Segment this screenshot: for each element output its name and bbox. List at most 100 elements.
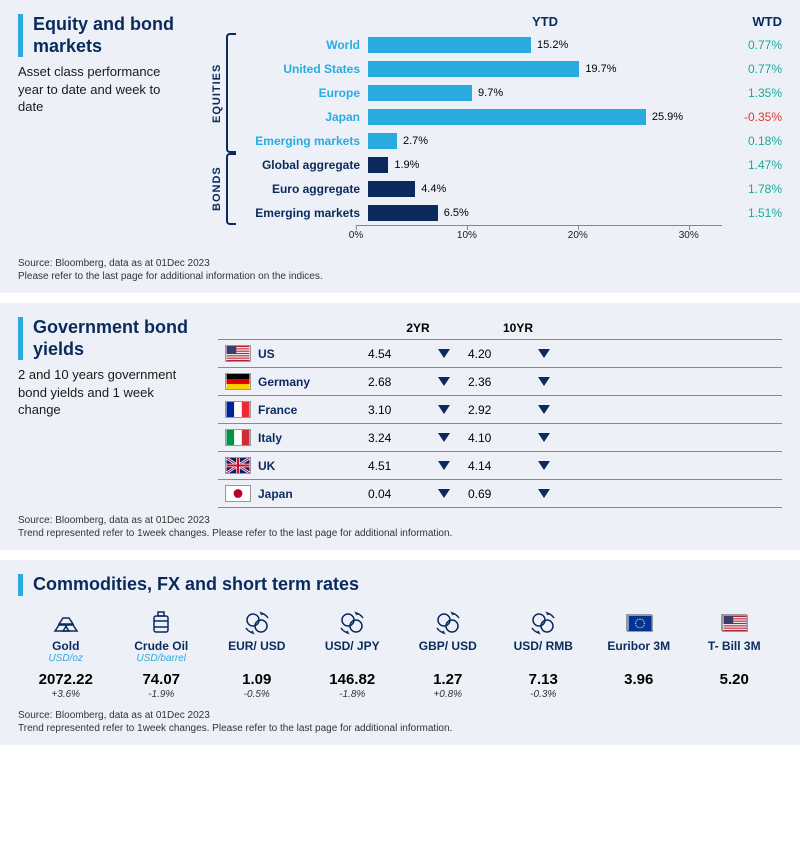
commodity-change: -0.5% [213, 689, 301, 701]
yield-row: Italy3.24 4.10 [218, 423, 782, 451]
commodity-item: GoldUSD/oz2072.22+3.6% [18, 608, 114, 701]
commodity-unit [213, 653, 301, 665]
commodity-change: -1.9% [118, 689, 206, 701]
wtd-value: 1.47% [722, 158, 782, 172]
commodity-name: Gold [22, 640, 110, 653]
commodity-value: 1.27 [404, 671, 492, 688]
commodity-item: T- Bill 3M5.20 [687, 608, 783, 701]
commodities-panel: Commodities, FX and short term rates Gol… [0, 560, 800, 745]
flag-icon [218, 485, 258, 502]
flag-icon [218, 457, 258, 474]
yield-10yr: 2.36 [468, 375, 538, 389]
yield-10yr: 0.69 [468, 487, 538, 501]
trend-2yr-icon [438, 431, 468, 445]
commodity-change: -1.8% [309, 689, 397, 701]
trend-2yr-icon [438, 347, 468, 361]
bar-label: Euro aggregate [238, 182, 368, 196]
trend-10yr-icon [538, 487, 568, 501]
commodity-value: 1.09 [213, 671, 301, 688]
bar-row: Global aggregate1.9%1.47% [238, 153, 782, 177]
bar-fill [368, 181, 415, 197]
panel2-subtitle: 2 and 10 years government bond yields an… [18, 366, 198, 419]
bar-value-label: 2.7% [397, 133, 428, 149]
country-name: France [258, 403, 368, 417]
trend-10yr-icon [538, 403, 568, 417]
yield-row: Germany2.682.36 [218, 367, 782, 395]
col-10yr: 10YR [468, 321, 568, 335]
yield-10yr: 4.14 [468, 459, 538, 473]
yield-2yr: 0.04 [368, 487, 438, 501]
wtd-value: 1.78% [722, 182, 782, 196]
trend-2yr-icon [438, 403, 468, 417]
commodity-name: Crude Oil [118, 640, 206, 653]
axis-tick: 10% [457, 226, 477, 241]
wtd-value: 0.18% [722, 134, 782, 148]
bar-label: Europe [238, 86, 368, 100]
panel1-title: Equity and bond markets [18, 14, 208, 57]
commodity-unit [404, 653, 492, 665]
yield-row: UK4.514.14 [218, 451, 782, 479]
bar-row: United States19.7%0.77% [238, 57, 782, 81]
bar-fill [368, 85, 472, 101]
bar-row: Euro aggregate4.4%1.78% [238, 177, 782, 201]
bar-row: World15.2%0.77% [238, 33, 782, 57]
commodity-name: GBP/ USD [404, 640, 492, 653]
bar-fill [368, 61, 579, 77]
fx-icon [500, 608, 588, 638]
trend-2yr-icon [438, 459, 468, 473]
equity-bond-panel: Equity and bond markets Asset class perf… [0, 0, 800, 293]
yield-10yr: 4.20 [468, 347, 538, 361]
fx-icon [404, 608, 492, 638]
panel3-title: Commodities, FX and short term rates [18, 574, 782, 596]
trend-10yr-icon [538, 347, 568, 361]
commodity-change [691, 689, 779, 701]
commodity-unit [309, 653, 397, 665]
bar-value-label: 9.7% [472, 85, 503, 101]
gold-icon [22, 608, 110, 638]
commodity-unit [500, 653, 588, 665]
commodity-value: 3.96 [595, 671, 683, 688]
commodity-unit [691, 653, 779, 665]
panel1-source-1: Source: Bloomberg, data as at 01Dec 2023 [18, 257, 782, 270]
bar-value-label: 15.2% [531, 37, 568, 53]
bar-label: Japan [238, 110, 368, 124]
col-2yr: 2YR [368, 321, 468, 335]
axis-tick: 20% [568, 226, 588, 241]
commodity-change: +0.8% [404, 689, 492, 701]
commodity-item: USD/ JPY146.82-1.8% [305, 608, 401, 701]
flag-us-icon [691, 608, 779, 638]
trend-2yr-icon [438, 375, 468, 389]
bar-row: Europe 9.7% 1.35% [238, 81, 782, 105]
yield-2yr: 3.24 [368, 431, 438, 445]
country-name: Germany [258, 375, 368, 389]
yield-10yr: 4.10 [468, 431, 538, 445]
commodity-unit: USD/barrel [118, 653, 206, 665]
panel3-source-1: Source: Bloomberg, data as at 01Dec 2023 [18, 709, 782, 722]
yield-2yr: 4.54 [368, 347, 438, 361]
yield-row: US4.544.20 [218, 339, 782, 367]
trend-10yr-icon [538, 431, 568, 445]
gov-bond-yields-panel: Government bond yields 2 and 10 years go… [0, 303, 800, 550]
panel1-subtitle: Asset class performance year to date and… [18, 63, 188, 116]
yield-2yr: 3.10 [368, 403, 438, 417]
bar-fill [368, 109, 646, 125]
trend-10yr-icon [538, 375, 568, 389]
commodity-name: Euribor 3M [595, 640, 683, 653]
bar-value-label: 19.7% [579, 61, 616, 77]
panel2-source-1: Source: Bloomberg, data as at 01Dec 2023 [18, 514, 782, 527]
flag-icon [218, 345, 258, 362]
ytd-header: YTD [368, 14, 722, 29]
bar-row: Emerging markets2.7%0.18% [238, 129, 782, 153]
wtd-value: 1.51% [722, 206, 782, 220]
commodity-change: -0.3% [500, 689, 588, 701]
wtd-value: 1.35% [722, 86, 782, 100]
country-name: Italy [258, 431, 368, 445]
flag-icon [218, 373, 258, 390]
flag-icon [218, 401, 258, 418]
country-name: Japan [258, 487, 368, 501]
country-name: UK [258, 459, 368, 473]
yield-row: Japan0.04 0.69 [218, 479, 782, 508]
yield-row: France3.102.92 [218, 395, 782, 423]
commodity-item: USD/ RMB7.13-0.3% [496, 608, 592, 701]
commodity-change [595, 689, 683, 701]
